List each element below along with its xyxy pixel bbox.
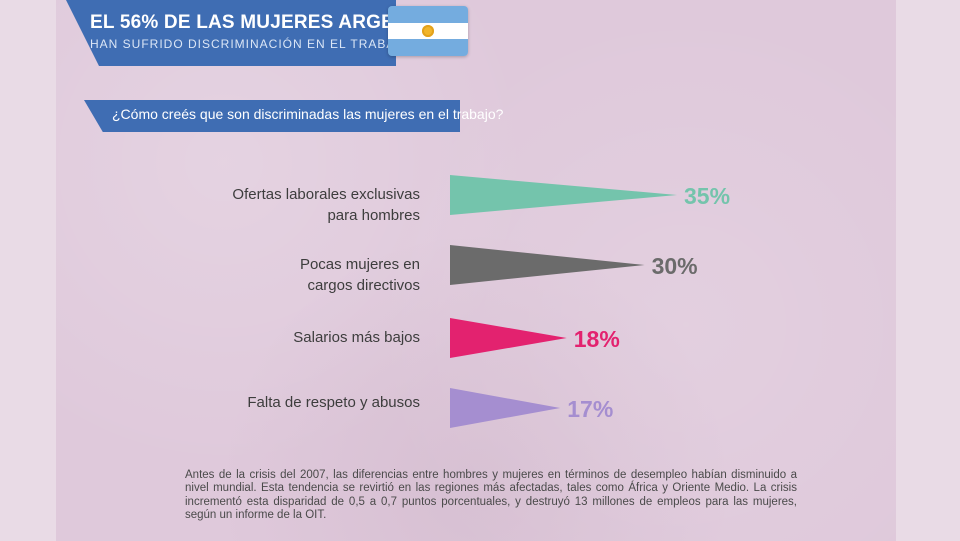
category-label: Pocas mujeres en cargos directivos: [200, 254, 420, 296]
category-label: Salarios más bajos: [200, 327, 420, 348]
category-label-line: para hombres: [327, 207, 420, 224]
header-subtitle: HAN SUFRIDO DISCRIMINACIÓN EN EL TRABAJO: [90, 37, 413, 51]
question-banner: [84, 100, 460, 132]
category-label: Falta de respeto y abusos: [200, 392, 420, 413]
bar: [450, 318, 567, 358]
footnote: Antes de la crisis del 2007, las diferen…: [185, 469, 797, 522]
category-label-line: Salarios más bajos: [293, 329, 420, 346]
data-label: 18%: [574, 326, 620, 352]
argentina-flag-icon: [388, 6, 468, 56]
bar: [450, 175, 677, 215]
header-banner: [66, 0, 396, 66]
bar: [450, 245, 645, 285]
category-label-line: Pocas mujeres en: [299, 256, 420, 273]
category-label-line: Falta de respeto y abusos: [247, 394, 420, 411]
data-label: 35%: [684, 183, 730, 209]
data-label: 30%: [652, 253, 698, 279]
question-text: ¿Cómo creés que son discriminadas las mu…: [112, 106, 504, 122]
data-label: 17%: [567, 396, 613, 422]
category-label-line: cargos directivos: [307, 277, 420, 294]
header-title: EL 56% DE LAS MUJERES ARGENTINAS: [90, 12, 466, 33]
sun-icon: [422, 25, 434, 37]
category-label-line: Ofertas laborales exclusivas: [232, 186, 420, 203]
category-label: Ofertas laborales exclusivas para hombre…: [200, 184, 420, 226]
bar: [450, 388, 561, 428]
